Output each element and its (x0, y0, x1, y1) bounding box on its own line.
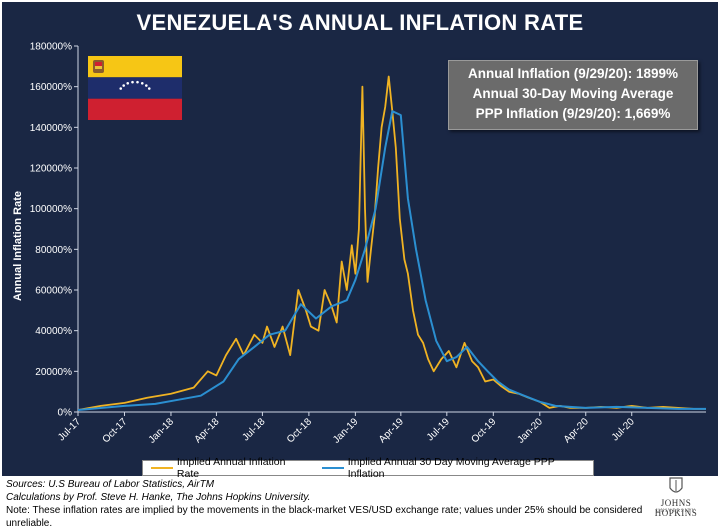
legend-swatch-moving-average (321, 467, 344, 469)
x-tick-label: Apr-18 (193, 416, 222, 445)
flag-star (147, 87, 151, 90)
y-tick-label: 60000% (35, 286, 72, 297)
series-group (77, 75, 706, 411)
x-tick-label: Jan-18 (147, 416, 177, 446)
flag-star (122, 84, 125, 87)
chart-title: VENEZUELA'S ANNUAL INFLATION RATE (136, 10, 584, 35)
y-tick-label: 180000% (30, 42, 72, 53)
flag-star (131, 80, 134, 84)
x-tick-label: Jan-19 (331, 416, 361, 446)
y-tick-label: 140000% (30, 123, 72, 134)
axes: 0% 20000% 40000% 60000% 80000% 100000% 120000%… (30, 42, 706, 446)
flag-star (136, 80, 139, 84)
legend-item-implied: Implied Annual Inflation Rate (151, 456, 310, 480)
flag-star (126, 82, 130, 85)
calculations-note: Calculations by Prof. Steve H. Hanke, Th… (6, 492, 311, 503)
x-tick-label: Apr-19 (377, 416, 406, 445)
y-tick-label: 100000% (30, 204, 72, 215)
jhu-logo-name: JOHNS HOPKINS (654, 498, 698, 518)
x-tick-label: Oct-18 (285, 416, 314, 445)
chart-panel: VENEZUELA'S ANNUAL INFLATION RATE Annual… (2, 2, 718, 480)
sources-note: Sources: U.S Bureau of Labor Statistics,… (6, 479, 215, 490)
reliability-note: Note: These inflation rates are implied … (6, 505, 643, 529)
y-tick-label: 20000% (35, 367, 72, 378)
series-implied-line (77, 75, 706, 411)
legend-item-moving-average: Implied Annual 30 Day Moving Average PPP… (321, 456, 593, 480)
series-moving-average-line (77, 110, 706, 411)
info-line-1: Annual Inflation (9/29/20): 1899% (467, 66, 679, 81)
legend: Implied Annual Inflation Rate Implied An… (142, 456, 594, 480)
legend-swatch-implied (151, 467, 173, 469)
x-tick-label: Oct-19 (469, 416, 498, 445)
venezuela-flag-icon (88, 56, 182, 120)
info-line-3: PPP Inflation (9/29/20): 1,669% (475, 106, 671, 121)
footer-notes: Sources: U.S Bureau of Labor Statistics,… (6, 478, 646, 530)
y-tick-label: 0% (58, 408, 73, 419)
y-tick-label: 160000% (30, 82, 72, 93)
x-tick-label: Jul-20 (610, 416, 637, 443)
y-tick-label: 40000% (35, 326, 72, 337)
inflation-info-box: Annual Inflation (9/29/20): 1899% Annual… (448, 60, 698, 130)
x-tick-label: Jul-18 (240, 416, 267, 443)
x-tick-label: Oct-17 (101, 416, 130, 445)
legend-label-implied: Implied Annual Inflation Rate (176, 456, 286, 480)
jhu-logo: JOHNS HOPKINS UNIVERSITY (640, 476, 712, 520)
flag-star (145, 84, 148, 87)
y-tick-label: 120000% (30, 164, 72, 175)
y-tick-label: 80000% (35, 245, 72, 256)
x-tick-label: Apr-20 (562, 416, 591, 445)
jhu-logo-sub: UNIVERSITY (656, 509, 696, 514)
info-line-2: Annual 30-Day Moving Average (472, 86, 674, 101)
legend-label-moving-average: Implied Annual 30 Day Moving Average PPP… (347, 456, 555, 480)
x-tick-label: Jul-17 (56, 416, 83, 443)
x-tick-label: Jul-19 (425, 416, 452, 443)
flag-star (140, 82, 144, 85)
jhu-shield-icon (669, 477, 683, 493)
flag-star (119, 87, 123, 90)
plot-area: 0% 20000% 40000% 60000% 80000% 100000% 120000%… (30, 42, 706, 446)
x-tick-label: Jan-20 (516, 416, 546, 446)
